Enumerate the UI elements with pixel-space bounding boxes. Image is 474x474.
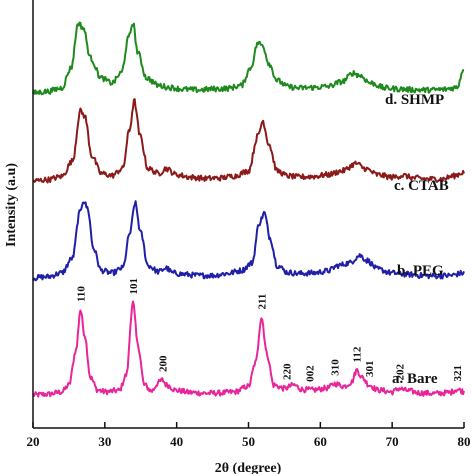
x-tick-label-5: 60 xyxy=(314,434,327,449)
series-line-2 xyxy=(32,200,465,282)
peak-label-10: 202 xyxy=(394,364,406,381)
y-axis-label: Intensity (a.u) xyxy=(4,163,19,247)
series-line-1 xyxy=(32,300,465,398)
peak-label-4: 211 xyxy=(256,294,268,310)
series-label-4: d. SHMP xyxy=(385,92,444,108)
x-tick-label-7: 80 xyxy=(458,434,471,449)
peak-label-9: 301 xyxy=(364,361,376,378)
x-tick-label-6: 70 xyxy=(386,434,399,449)
peak-label-1: 110 xyxy=(75,286,87,302)
series-label-1: a. Bare xyxy=(392,371,438,387)
series-label-2: b. PEG xyxy=(397,263,444,279)
peak-label-6: 002 xyxy=(305,365,317,382)
peak-label-5: 220 xyxy=(282,363,294,380)
x-axis: 20 30 40 50 60 70 80 xyxy=(27,422,471,449)
x-tick-label-3: 40 xyxy=(170,434,183,449)
peak-label-7: 310 xyxy=(330,359,342,376)
x-tick-label-1: 20 xyxy=(27,434,40,449)
series-line-4 xyxy=(32,21,465,96)
peak-label-11: 321 xyxy=(452,365,464,382)
peak-label-3: 200 xyxy=(157,355,169,372)
series-labels: a. Bare b. PEG c. CTAB d. SHMP xyxy=(385,92,449,387)
peak-label-8: 112 xyxy=(351,346,363,362)
x-axis-label: 2θ (degree) xyxy=(215,461,282,474)
series-curves xyxy=(32,21,465,398)
peak-label-2: 101 xyxy=(128,278,140,295)
series-line-3 xyxy=(32,98,465,184)
x-tick-label-2: 30 xyxy=(98,434,111,449)
x-tick-label-4: 50 xyxy=(242,434,255,449)
series-label-3: c. CTAB xyxy=(394,178,449,194)
